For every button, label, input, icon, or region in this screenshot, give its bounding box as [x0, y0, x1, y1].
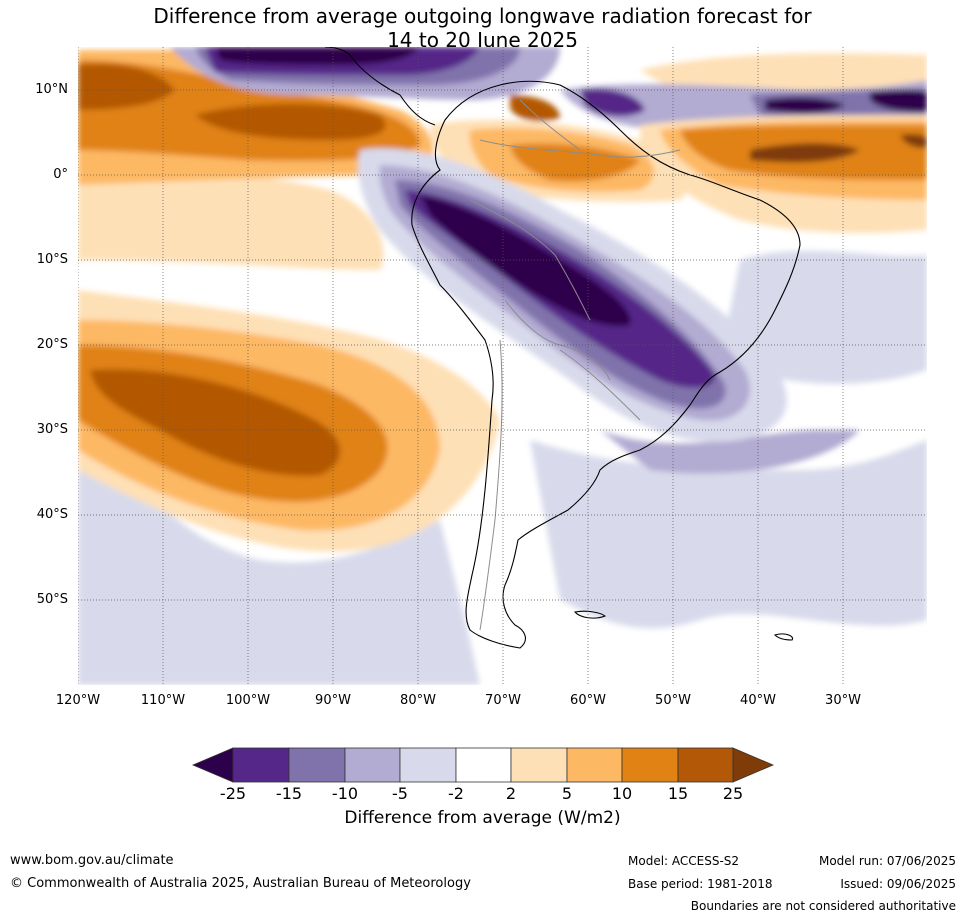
border-peru-brazil [469, 199, 591, 321]
colorbar-label: -15 [275, 784, 303, 803]
gridlines [78, 47, 927, 685]
country-borders [469, 99, 681, 631]
lon-tick-label: 90°W [315, 693, 351, 708]
colorbar-label: 5 [561, 784, 573, 803]
colorbar-label: 2 [505, 784, 517, 803]
border-chile-argentina [479, 339, 503, 631]
lon-tick-label: 70°W [485, 693, 521, 708]
copyright-text: © Commonwealth of Australia 2025, Austra… [10, 876, 471, 891]
colorbar-swatch [232, 747, 290, 783]
colorbar-label: -5 [392, 784, 408, 803]
colorbar-title: Difference from average (W/m2) [344, 808, 621, 828]
colorbar-swatch [344, 747, 401, 783]
colorbar-label: 15 [667, 784, 689, 803]
lat-tick-label: 0° [53, 167, 68, 182]
colorbar-label: 10 [611, 784, 633, 803]
falkland-islands [573, 610, 607, 619]
colorbar-label: -25 [219, 784, 247, 803]
base-period-text: Base period: 1981-2018 [628, 877, 773, 891]
colorbar-swatch [566, 747, 623, 783]
colorbar-swatch [455, 747, 512, 783]
colorbar-arrow-low [191, 747, 234, 783]
lon-tick-label: 40°W [740, 693, 776, 708]
south-america-coast [411, 80, 801, 649]
lat-tick-label: 40°S [36, 507, 68, 522]
lon-tick-label: 50°W [655, 693, 691, 708]
coastlines [324, 47, 801, 649]
lon-tick-label: 60°W [570, 693, 606, 708]
website-link[interactable]: www.bom.gov.au/climate [10, 853, 174, 868]
lon-tick-label: 100°W [225, 693, 271, 708]
colorbar-label: 25 [722, 784, 744, 803]
colorbar-swatch [399, 747, 457, 783]
colorbar-arrow-high [732, 747, 775, 783]
lat-tick-label: 50°S [36, 592, 68, 607]
lon-tick-label: 30°W [825, 693, 861, 708]
lon-tick-label: 120°W [55, 693, 101, 708]
map-title: Difference from average outgoing longwav… [0, 4, 965, 52]
central-america-coast [324, 47, 401, 96]
map-area [78, 47, 927, 685]
disclaimer-text: Boundaries are not considered authoritat… [690, 899, 956, 913]
colorbar [191, 747, 775, 783]
model-run-text: Model run: 07/06/2025 [818, 854, 956, 868]
lat-tick-label: 30°S [36, 422, 68, 437]
colorbar-swatch [510, 747, 568, 783]
anomaly-field [78, 47, 927, 685]
lat-tick-label: 10°N [35, 82, 68, 97]
lon-tick-label: 80°W [400, 693, 436, 708]
border-northern [479, 139, 681, 158]
south-georgia [773, 633, 794, 641]
border-paraguay [559, 349, 641, 421]
colorbar-swatch [677, 747, 734, 783]
colorbar-label: -2 [448, 784, 464, 803]
panama-coast [399, 94, 436, 126]
model-text: Model: ACCESS-S2 [628, 854, 740, 868]
lat-tick-label: 10°S [36, 252, 68, 267]
title-line-1: Difference from average outgoing longwav… [153, 4, 812, 28]
border-bolivia [504, 299, 611, 381]
colorbar-swatch [288, 747, 346, 783]
colorbar-swatch [621, 747, 679, 783]
lat-tick-label: 20°S [36, 337, 68, 352]
border-venezuela [519, 99, 581, 151]
issued-text: Issued: 09/06/2025 [840, 877, 956, 891]
lon-tick-label: 110°W [140, 693, 186, 708]
colorbar-label: -10 [331, 784, 359, 803]
